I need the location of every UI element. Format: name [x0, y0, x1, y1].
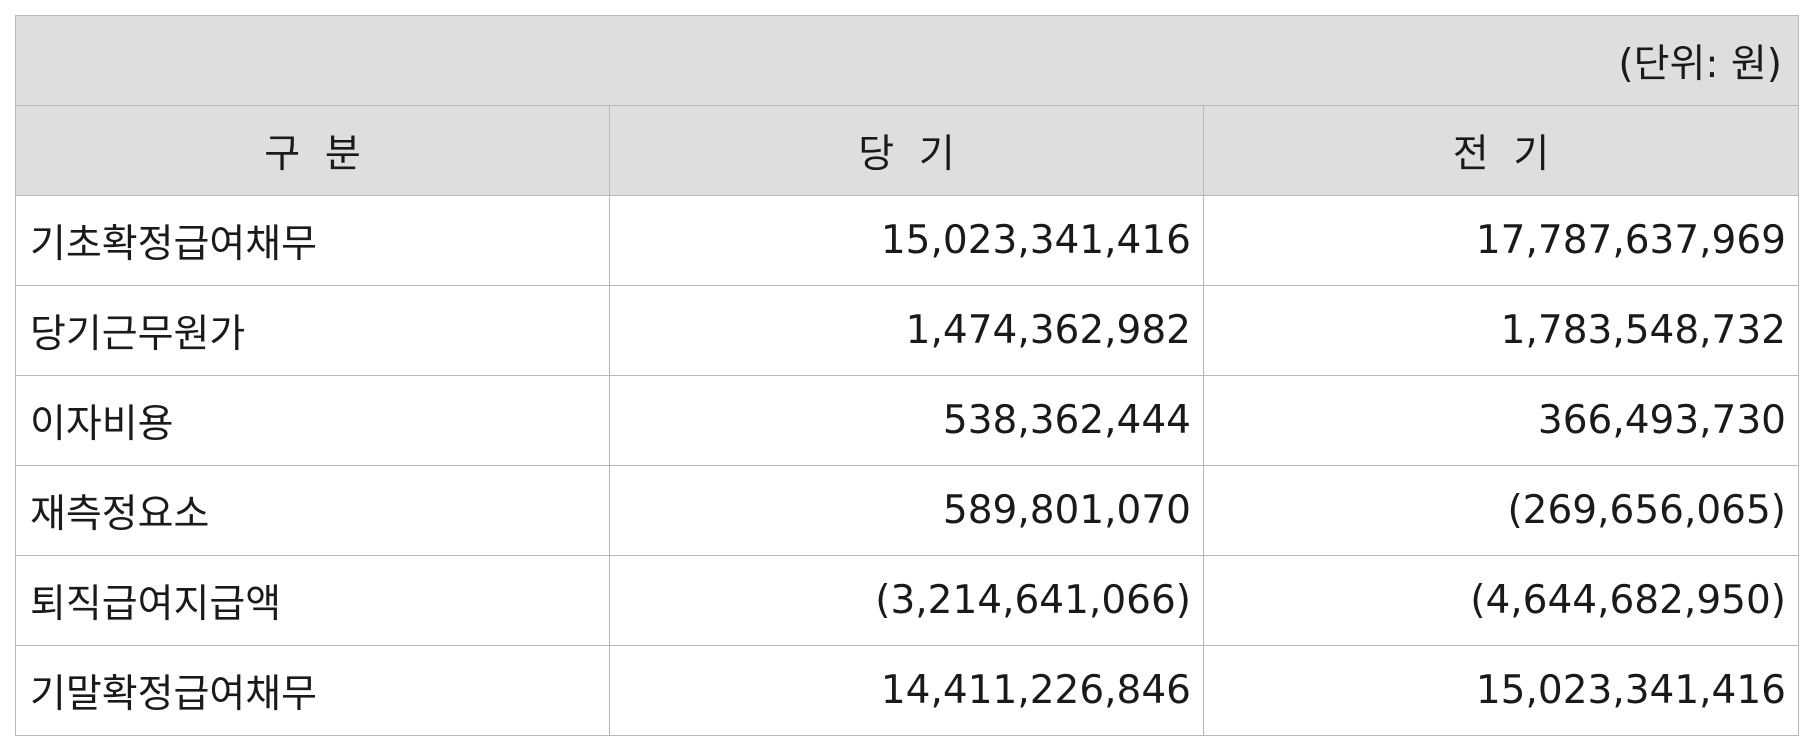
- table-row: 퇴직급여지급액 (3,214,641,066) (4,644,682,950): [15, 555, 1799, 646]
- row-label: 이자비용: [15, 375, 610, 466]
- current-value: 538,362,444: [609, 375, 1204, 466]
- table-row: 재측정요소 589,801,070 (269,656,065): [15, 465, 1799, 556]
- unit-row: (단위: 원): [15, 15, 1799, 106]
- current-value: 15,023,341,416: [609, 195, 1204, 286]
- column-header-current-period: 당 기: [609, 105, 1204, 196]
- prior-value: (4,644,682,950): [1203, 555, 1799, 646]
- row-label: 기말확정급여채무: [15, 645, 610, 736]
- prior-value: 17,787,637,969: [1203, 195, 1799, 286]
- current-value: 589,801,070: [609, 465, 1204, 556]
- unit-note: (단위: 원): [15, 15, 1799, 106]
- row-label: 재측정요소: [15, 465, 610, 556]
- column-header-prior-period: 전 기: [1203, 105, 1799, 196]
- prior-value: 1,783,548,732: [1203, 285, 1799, 376]
- prior-value: 15,023,341,416: [1203, 645, 1799, 736]
- defined-benefit-obligation-table: (단위: 원) 구 분 당 기 전 기 기초확정급여채무 15,023,341,…: [15, 15, 1799, 736]
- defined-benefit-obligation-table-container: (단위: 원) 구 분 당 기 전 기 기초확정급여채무 15,023,341,…: [15, 15, 1799, 736]
- row-label: 기초확정급여채무: [15, 195, 610, 286]
- current-value: 14,411,226,846: [609, 645, 1204, 736]
- current-value: 1,474,362,982: [609, 285, 1204, 376]
- row-label: 당기근무원가: [15, 285, 610, 376]
- table-row: 이자비용 538,362,444 366,493,730: [15, 375, 1799, 466]
- row-label: 퇴직급여지급액: [15, 555, 610, 646]
- table-row: 기말확정급여채무 14,411,226,846 15,023,341,416: [15, 645, 1799, 736]
- prior-value: 366,493,730: [1203, 375, 1799, 466]
- table-row: 기초확정급여채무 15,023,341,416 17,787,637,969: [15, 195, 1799, 286]
- prior-value: (269,656,065): [1203, 465, 1799, 556]
- column-header-category: 구 분: [15, 105, 610, 196]
- current-value: (3,214,641,066): [609, 555, 1204, 646]
- header-row: 구 분 당 기 전 기: [15, 105, 1799, 196]
- table-row: 당기근무원가 1,474,362,982 1,783,548,732: [15, 285, 1799, 376]
